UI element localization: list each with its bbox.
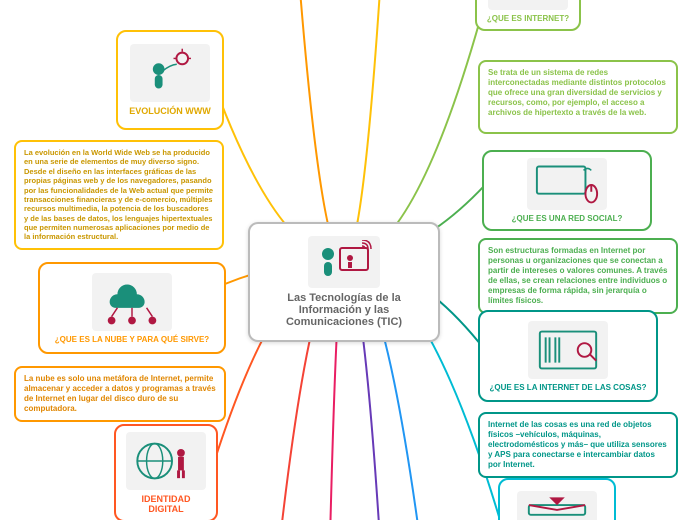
node-title: IDENTIDAD DIGITAL (124, 494, 208, 514)
node-title: ¿QUE ES INTERNET? (487, 14, 569, 23)
person-bulb-icon (130, 44, 210, 102)
center-icon (308, 236, 380, 288)
center-title: Las Tecnologías de la Información y las … (258, 292, 430, 328)
center-node[interactable]: Las Tecnologías de la Información y las … (248, 222, 440, 342)
monitor-globe-icon (488, 0, 568, 10)
node-nube[interactable]: ¿QUE ES LA NUBE Y PARA QUÉ SIRVE? (38, 262, 226, 354)
node-title: ¿QUE ES UNA RED SOCIAL? (512, 214, 623, 223)
textnode-iot-desc[interactable]: Internet de las cosas es una red de obje… (478, 412, 678, 478)
node-text: Internet de las cosas es una red de obje… (488, 420, 668, 470)
cloud-nodes-icon (92, 273, 172, 331)
node-text: La nube es solo una metáfora de Internet… (24, 374, 216, 414)
node-title: EVOLUCIÓN WWW (129, 106, 211, 116)
barcode-search-icon (528, 321, 608, 379)
monitor-mouse-icon (527, 158, 607, 210)
node-title: ¿QUE ES LA NUBE Y PARA QUÉ SIRVE? (55, 335, 209, 344)
textnode-internet-desc[interactable]: Se trata de un sistema de redes intercon… (478, 60, 678, 134)
node-text: Se trata de un sistema de redes intercon… (488, 68, 668, 118)
node-www[interactable]: EVOLUCIÓN WWW (116, 30, 224, 130)
node-identidad[interactable]: IDENTIDAD DIGITAL (114, 424, 218, 520)
node-title: ¿QUE ES LA INTERNET DE LAS COSAS? (489, 383, 646, 392)
node-partial-bottom[interactable] (498, 478, 616, 520)
node-text: La evolución en la World Wide Web se ha … (24, 148, 214, 242)
envelope-icon (517, 491, 597, 520)
textnode-www-desc[interactable]: La evolución en la World Wide Web se ha … (14, 140, 224, 250)
node-internet[interactable]: ¿QUE ES INTERNET? (475, 0, 581, 31)
textnode-redsocial-desc[interactable]: Son estructuras formadas en Internet por… (478, 238, 678, 314)
textnode-nube-desc[interactable]: La nube es solo una metáfora de Internet… (14, 366, 226, 422)
globe-person-icon (126, 432, 206, 490)
node-iot[interactable]: ¿QUE ES LA INTERNET DE LAS COSAS? (478, 310, 658, 402)
node-redsocial[interactable]: ¿QUE ES UNA RED SOCIAL? (482, 150, 652, 231)
node-text: Son estructuras formadas en Internet por… (488, 246, 668, 306)
